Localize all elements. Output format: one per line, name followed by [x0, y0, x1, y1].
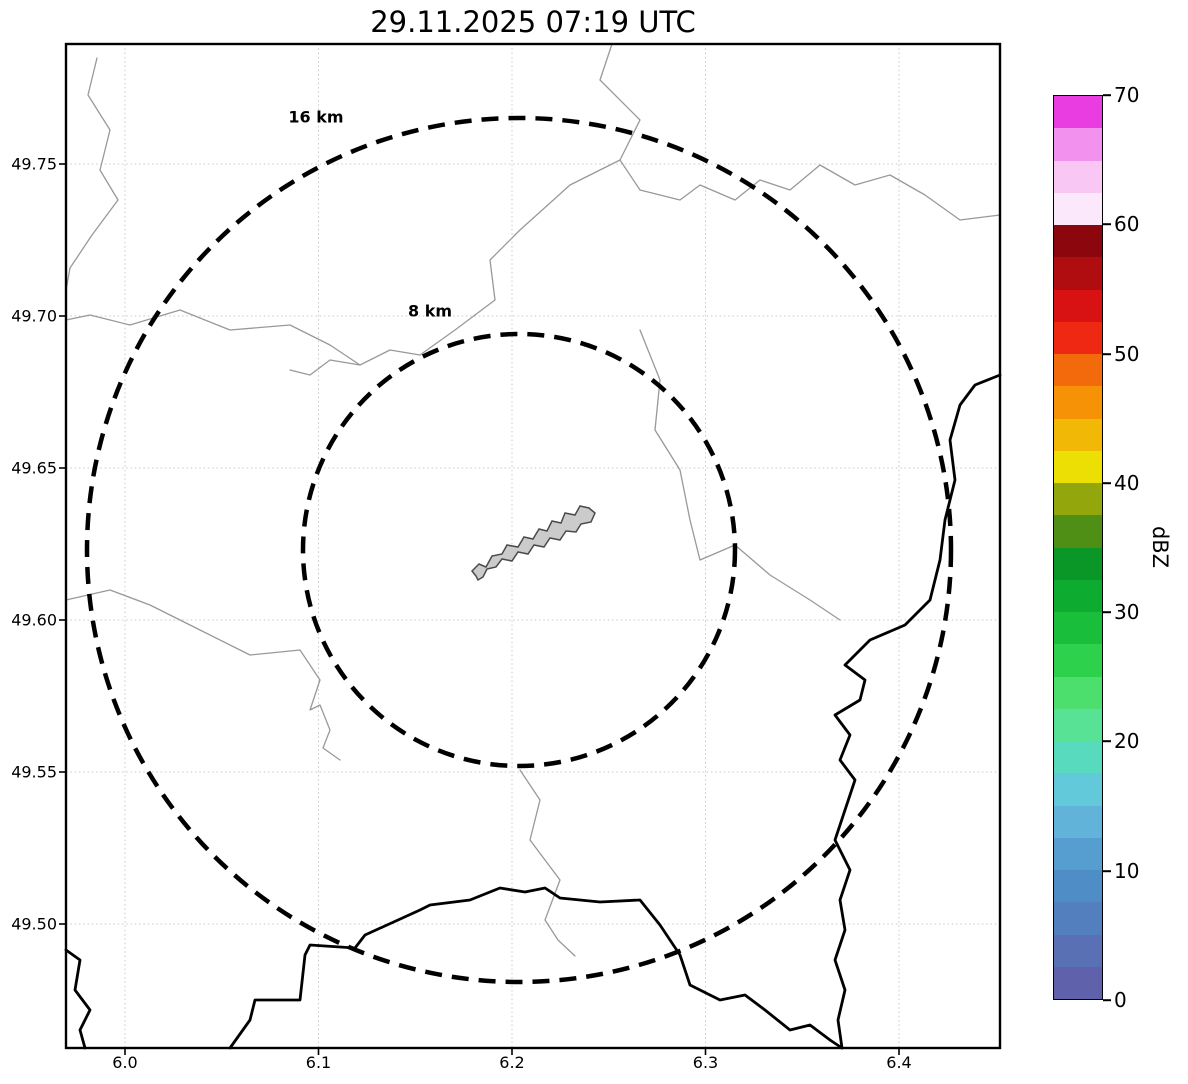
colorbar-segment — [1054, 257, 1102, 290]
colorbar-tick-mark — [1103, 870, 1111, 872]
plot-frame — [64, 42, 1002, 1050]
colorbar-tick-mark — [1103, 482, 1111, 484]
country-border-line — [64, 948, 92, 1050]
x-tick-label: 6.0 — [112, 1053, 138, 1072]
colorbar-tick-label: 20 — [1114, 729, 1140, 753]
country-border-line — [228, 886, 844, 1050]
colorbar-gradient — [1053, 95, 1103, 1000]
river-line — [619, 159, 1001, 221]
y-tick-label: 49.70 — [11, 306, 57, 326]
colorbar-tick-label: 50 — [1114, 342, 1140, 366]
colorbar-segment — [1054, 612, 1102, 645]
colorbar-tick-mark — [1103, 740, 1111, 742]
river-line — [519, 769, 576, 957]
country-border-line — [833, 373, 1002, 1050]
colorbar-segment — [1054, 225, 1102, 258]
colorbar-segment — [1054, 321, 1102, 354]
colorbar-tick-mark — [1103, 353, 1111, 355]
river-line — [639, 329, 841, 621]
colorbar-segment — [1054, 741, 1102, 774]
colorbar-tick-label: 30 — [1114, 600, 1140, 624]
river-line — [65, 57, 119, 291]
y-tick-label: 49.55 — [11, 762, 57, 782]
range-ring-16km — [84, 115, 954, 985]
river-line — [65, 309, 361, 366]
colorbar-tick-mark — [1103, 223, 1111, 225]
colorbar-segment — [1054, 128, 1102, 161]
colorbar-tick-mark — [1103, 611, 1111, 613]
colorbar-segment — [1054, 418, 1102, 451]
plot-title: 29.11.2025 07:19 UTC — [370, 5, 696, 39]
colorbar-tick-label: 60 — [1114, 212, 1140, 236]
y-tick-label: 49.75 — [11, 154, 57, 174]
ring-label-8km: 8 km — [407, 301, 453, 321]
x-tick-label: 6.3 — [692, 1053, 719, 1072]
x-tick-label: 6.1 — [305, 1053, 332, 1072]
plot-area — [59, 42, 1002, 1055]
colorbar-segment — [1054, 289, 1102, 322]
colorbar-unit-label: dBZ — [1148, 525, 1172, 569]
colorbar-segment — [1054, 805, 1102, 838]
map-svg — [59, 42, 1002, 1055]
colorbar-segment — [1054, 902, 1102, 935]
river-line — [65, 589, 341, 761]
colorbar-segment — [1054, 644, 1102, 677]
colorbar-segment — [1054, 386, 1102, 419]
river-lines — [65, 43, 1001, 957]
x-tick-label: 6.2 — [499, 1053, 525, 1072]
ring-label-16km: 16 km — [288, 107, 344, 127]
colorbar-tick-label: 70 — [1114, 83, 1140, 107]
colorbar-tick-mark — [1103, 999, 1111, 1001]
river-line — [289, 43, 641, 376]
range-ring-8km — [300, 331, 738, 769]
colorbar-segment — [1054, 934, 1102, 967]
y-tick-label: 49.50 — [11, 914, 57, 934]
city-boundary-polygon — [470, 505, 596, 582]
colorbar-segment — [1054, 708, 1102, 741]
colorbar-segment — [1054, 579, 1102, 612]
colorbar-segment — [1054, 870, 1102, 903]
colorbar-segment — [1054, 676, 1102, 709]
colorbar-segment — [1054, 773, 1102, 806]
x-tick-label: 6.4 — [886, 1053, 912, 1072]
colorbar-segment — [1054, 483, 1102, 516]
colorbar-segment — [1054, 547, 1102, 580]
colorbar-tick-label: 40 — [1114, 471, 1140, 495]
colorbar-segment — [1054, 837, 1102, 870]
colorbar-segment — [1054, 450, 1102, 483]
country-borders — [64, 373, 1002, 1050]
colorbar-segment — [1054, 160, 1102, 193]
y-tick-label: 49.60 — [11, 610, 57, 630]
colorbar-segment — [1054, 96, 1102, 129]
y-tick-label: 49.65 — [11, 458, 57, 478]
axis-tick-marks — [59, 163, 900, 1055]
colorbar-tick-label: 10 — [1114, 859, 1140, 883]
colorbar-segment — [1054, 354, 1102, 387]
colorbar-tick-label: 0 — [1114, 988, 1127, 1012]
colorbar-segment — [1054, 192, 1102, 225]
colorbar-tick-mark — [1103, 94, 1111, 96]
colorbar-segment — [1054, 966, 1102, 999]
colorbar-segment — [1054, 515, 1102, 548]
